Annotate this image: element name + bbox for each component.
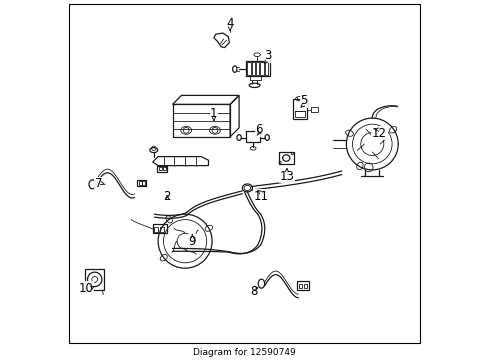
Bar — [298, 284, 302, 288]
Polygon shape — [213, 33, 229, 48]
Bar — [294, 111, 305, 117]
Bar — [142, 181, 145, 185]
Bar — [159, 167, 162, 170]
Text: Diagram for 12590749: Diagram for 12590749 — [193, 348, 295, 356]
Text: 12: 12 — [371, 127, 386, 140]
Bar — [292, 99, 306, 119]
Bar — [310, 107, 317, 112]
Bar — [246, 61, 269, 76]
Bar — [247, 62, 250, 75]
Text: 13: 13 — [279, 170, 294, 183]
Bar — [154, 227, 158, 232]
Bar — [264, 62, 267, 75]
Bar — [278, 152, 293, 164]
Text: 6: 6 — [255, 123, 262, 136]
Bar — [303, 284, 306, 288]
Bar — [152, 224, 167, 233]
Bar — [139, 181, 141, 185]
Bar — [249, 76, 260, 80]
Bar — [246, 131, 260, 142]
Bar — [297, 281, 308, 290]
Text: 8: 8 — [249, 285, 257, 298]
Text: 9: 9 — [188, 235, 196, 248]
Text: 4: 4 — [226, 17, 233, 30]
Text: 10: 10 — [79, 282, 93, 294]
Bar — [172, 104, 230, 137]
Text: 5: 5 — [300, 94, 307, 107]
Bar — [260, 62, 263, 75]
Text: 11: 11 — [253, 190, 267, 203]
Bar — [256, 62, 259, 75]
Bar — [159, 227, 163, 232]
Bar — [163, 167, 166, 170]
Text: 7: 7 — [95, 177, 102, 190]
Text: 1: 1 — [210, 107, 217, 120]
Bar — [85, 269, 104, 290]
Bar — [251, 62, 254, 75]
Text: 2: 2 — [163, 190, 170, 203]
Bar — [157, 166, 167, 172]
Text: 3: 3 — [264, 49, 271, 62]
Bar — [137, 180, 146, 186]
